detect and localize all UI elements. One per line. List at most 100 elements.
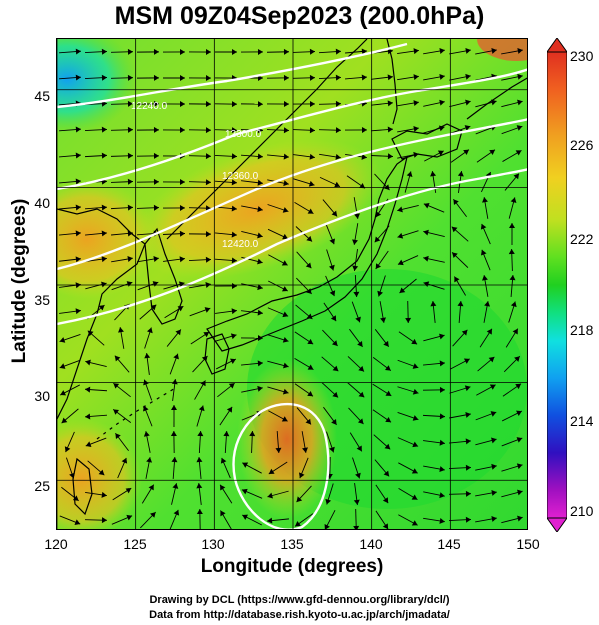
wind-vector-arrowhead xyxy=(98,305,105,311)
wind-vector-arrowhead xyxy=(267,517,273,524)
wind-vector-arrowhead xyxy=(101,491,107,498)
warm-region-south xyxy=(237,359,337,519)
wind-vector-arrowhead xyxy=(75,178,81,185)
wind-vector-arrowhead xyxy=(439,439,445,446)
wind-vector-arrowhead xyxy=(127,204,133,211)
wind-vector-arrowhead xyxy=(385,416,392,423)
wind-vector-arrowhead xyxy=(412,388,419,395)
wind-vector-arrowhead xyxy=(508,223,515,229)
wind-vector-arrowhead xyxy=(482,275,488,281)
wind-vector-arrowhead xyxy=(60,390,67,396)
wind-vector-arrowhead xyxy=(127,48,133,55)
contour-12240 xyxy=(57,42,408,109)
wind-vector-arrowhead xyxy=(205,49,211,56)
wind-vector-arrowhead xyxy=(283,74,289,81)
wind-vector-arrowhead xyxy=(484,301,491,307)
wind-vector-arrowhead xyxy=(283,101,289,108)
wind-vector-arrowhead xyxy=(331,419,337,425)
wind-vector-arrowhead xyxy=(127,100,133,107)
wind-vector-arrowhead xyxy=(152,281,159,287)
wind-vector-arrowhead xyxy=(491,515,497,522)
wind-vector-arrowhead xyxy=(309,74,315,81)
wind-vector-arrowhead xyxy=(118,327,124,333)
wind-vector-arrowhead xyxy=(516,410,522,416)
kuril-coast xyxy=(466,77,527,120)
wind-vector-arrowhead xyxy=(356,445,362,452)
wind-vector-arrowhead xyxy=(463,358,470,364)
wind-vector-arrowhead xyxy=(75,48,81,55)
wind-vector-arrowhead xyxy=(439,413,445,420)
wind-vector-arrowhead xyxy=(179,230,185,237)
y-tick-35: 35 xyxy=(34,292,50,308)
wind-vector-arrowhead xyxy=(126,281,133,287)
height-contours xyxy=(57,42,527,529)
wind-vector-arrowhead xyxy=(127,152,133,159)
wind-vector-arrowhead xyxy=(113,409,120,415)
wind-vector-arrowhead xyxy=(309,153,315,160)
wind-vector-arrowhead xyxy=(307,338,314,345)
wind-vector-arrowhead xyxy=(220,510,226,517)
wind-vector-arrowhead xyxy=(465,490,471,497)
wind-vector-arrowhead xyxy=(375,263,382,270)
wind-vector-arrowhead xyxy=(146,457,153,463)
wind-vector-arrowhead xyxy=(513,173,520,180)
cool-region-northwest xyxy=(57,39,137,134)
wind-vector-arrowhead xyxy=(257,284,263,291)
wind-vector-arrowhead xyxy=(423,255,429,262)
x-tick-135: 135 xyxy=(280,536,304,552)
wind-vector-arrowhead xyxy=(281,416,288,422)
colorbar-tick-210: 210 xyxy=(570,503,594,519)
wind-vector-arrowhead xyxy=(375,211,382,218)
wind-vector-arrowhead xyxy=(101,74,107,81)
wind-vector-arrowhead xyxy=(465,47,471,54)
colorbar-tick-226: 226 xyxy=(570,137,594,153)
wind-vector-arrowhead xyxy=(121,457,128,464)
wind-vector-arrowhead xyxy=(361,74,367,81)
wind-vector-arrowhead xyxy=(457,171,464,177)
wind-vector-arrowhead xyxy=(352,265,359,271)
wind-vector-arrowhead xyxy=(257,385,263,392)
wind-vector-arrowhead xyxy=(335,48,341,55)
korea-coast xyxy=(144,227,183,325)
wind-vector-arrowhead xyxy=(75,230,81,237)
wind-vector-arrowhead xyxy=(125,488,132,494)
wind-vector-arrowhead xyxy=(510,301,517,308)
wind-vector-arrowhead xyxy=(423,281,430,288)
wind-vector-arrowhead xyxy=(179,127,185,134)
wind-vector-arrowhead xyxy=(465,411,471,418)
wind-vector-arrowhead xyxy=(384,443,391,450)
wind-vector-arrowhead xyxy=(242,462,249,468)
wind-vector-arrowhead xyxy=(439,48,445,54)
wind-vector-arrowhead xyxy=(357,341,363,347)
wind-vector-arrowhead xyxy=(205,127,211,134)
wind-vector-arrowhead xyxy=(257,232,263,239)
wind-vector-arrowhead xyxy=(387,153,393,160)
wind-vector-arrowhead xyxy=(307,390,314,397)
wind-vector-arrowhead xyxy=(127,256,133,262)
wind-vector-arrowhead xyxy=(324,523,330,529)
wind-vector-arrowhead xyxy=(220,484,226,491)
wind-vector-arrowhead xyxy=(377,290,383,297)
wind-vector-arrowhead xyxy=(355,316,361,323)
wind-vector-arrowhead xyxy=(412,363,419,369)
wind-vector-arrowhead xyxy=(353,499,360,505)
wind-vector-arrowhead xyxy=(331,340,338,346)
wind-vector-arrowhead xyxy=(454,276,460,283)
wind-vector-arrowhead xyxy=(399,287,406,293)
wind-vector-arrowhead xyxy=(196,483,203,489)
wind-vector-arrowhead xyxy=(101,517,107,524)
wind-vector-arrowhead xyxy=(231,257,237,264)
wind-vector-arrowhead xyxy=(173,353,179,360)
wind-vector-arrowhead xyxy=(257,258,263,265)
wind-vector-arrowhead xyxy=(101,126,107,133)
wind-vector-arrowhead xyxy=(85,413,91,420)
wind-vector-arrowhead xyxy=(465,464,471,471)
wind-vector-arrowhead xyxy=(488,356,495,363)
wind-vector-arrowhead xyxy=(230,358,236,364)
wind-vector-arrowhead xyxy=(283,48,289,55)
wind-vector-arrowhead xyxy=(465,73,471,80)
wind-vector-arrowhead xyxy=(358,365,365,372)
wind-vector-arrowhead xyxy=(175,329,181,336)
wind-vector-arrowhead xyxy=(153,204,159,211)
colorbar xyxy=(547,38,567,532)
